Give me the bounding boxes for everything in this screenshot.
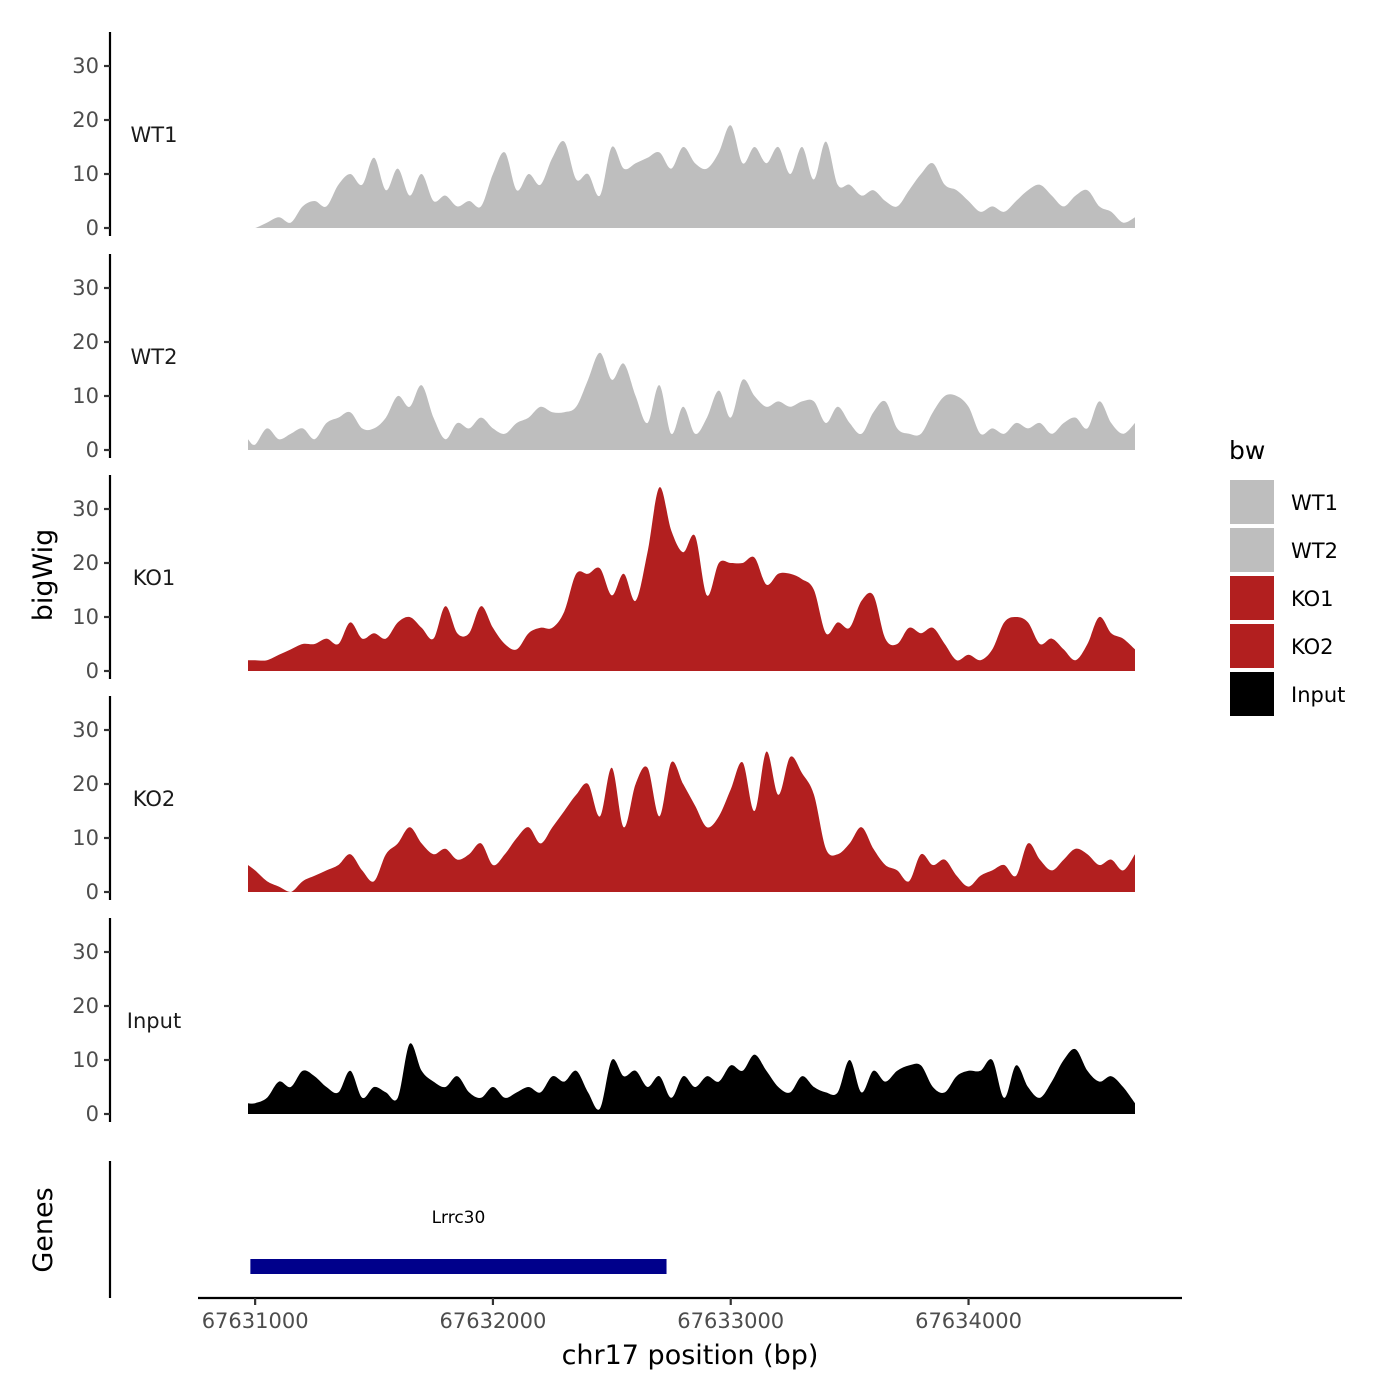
track-wt1: 0 10 20 30 WT1 (72, 32, 1135, 240)
x-axis: 67631000 67632000 67633000 67634000 (198, 1296, 1182, 1333)
legend-swatch-ko1 (1230, 576, 1274, 620)
legend-label-input: Input (1291, 683, 1345, 707)
area-wt2 (248, 352, 1135, 450)
legend-label-wt1: WT1 (1291, 491, 1338, 515)
legend-swatch-wt1 (1230, 480, 1274, 524)
y-tick-label: 0 (86, 880, 99, 904)
legend-swatch-ko2 (1230, 624, 1274, 668)
y-tick-label: 10 (72, 384, 99, 408)
y-tick-label: 20 (72, 330, 99, 354)
area-ko2 (248, 751, 1135, 892)
y-tick-label: 20 (72, 772, 99, 796)
y-tick-label: 0 (86, 438, 99, 462)
track-label-ko2: KO2 (133, 787, 176, 811)
y-tick-label: 30 (72, 54, 99, 78)
tracks-layer: 0 10 20 30 WT1 0 10 20 30 WT2 0 10 20 30 KO1 0 10 20 30 KO2… (72, 32, 1135, 1126)
legend-title: bw (1229, 436, 1265, 465)
track-label-ko1: KO1 (133, 566, 176, 590)
gene-track-title: Genes (28, 1187, 59, 1272)
track-ko2: 0 10 20 30 KO2 (72, 696, 1135, 904)
track-label-wt2: WT2 (131, 345, 178, 369)
y-tick-label: 10 (72, 605, 99, 629)
x-tick-label: 67634000 (915, 1309, 1022, 1333)
gene-label: Lrrc30 (432, 1208, 486, 1228)
y-axis-title: bigWig (28, 529, 59, 622)
x-tick-label: 67631000 (202, 1309, 309, 1333)
y-tick-label: 10 (72, 1048, 99, 1072)
y-tick-label: 20 (72, 994, 99, 1018)
area-input (248, 1043, 1135, 1114)
y-tick-label: 20 (72, 551, 99, 575)
x-axis-title: chr17 position (bp) (562, 1340, 819, 1371)
track-label-input: Input (127, 1009, 181, 1033)
track-input: 0 10 20 30 Input (72, 918, 1135, 1126)
legend: bw WT1 WT2 KO1 KO2 Input (1229, 436, 1345, 716)
legend-swatch-wt2 (1230, 528, 1274, 572)
y-tick-label: 0 (86, 216, 99, 240)
y-tick-label: 30 (72, 497, 99, 521)
y-tick-label: 0 (86, 1102, 99, 1126)
y-tick-label: 20 (72, 108, 99, 132)
legend-label-ko1: KO1 (1291, 587, 1334, 611)
y-tick-label: 10 (72, 826, 99, 850)
area-wt1 (248, 125, 1135, 228)
track-ko1: 0 10 20 30 KO1 (72, 475, 1135, 683)
track-label-wt1: WT1 (131, 123, 178, 147)
legend-swatch-input (1230, 672, 1274, 716)
y-tick-label: 30 (72, 276, 99, 300)
x-tick-label: 67633000 (677, 1309, 784, 1333)
y-tick-label: 30 (72, 718, 99, 742)
gene-track: Lrrc30 (108, 1161, 667, 1298)
track-wt2: 0 10 20 30 WT2 (72, 254, 1135, 462)
y-tick-label: 30 (72, 940, 99, 964)
x-tick-label: 67632000 (439, 1309, 546, 1333)
area-ko1 (248, 487, 1135, 671)
y-tick-label: 0 (86, 659, 99, 683)
y-tick-label: 10 (72, 162, 99, 186)
gene-bar (250, 1259, 667, 1274)
legend-label-wt2: WT2 (1291, 539, 1338, 563)
legend-label-ko2: KO2 (1291, 635, 1334, 659)
